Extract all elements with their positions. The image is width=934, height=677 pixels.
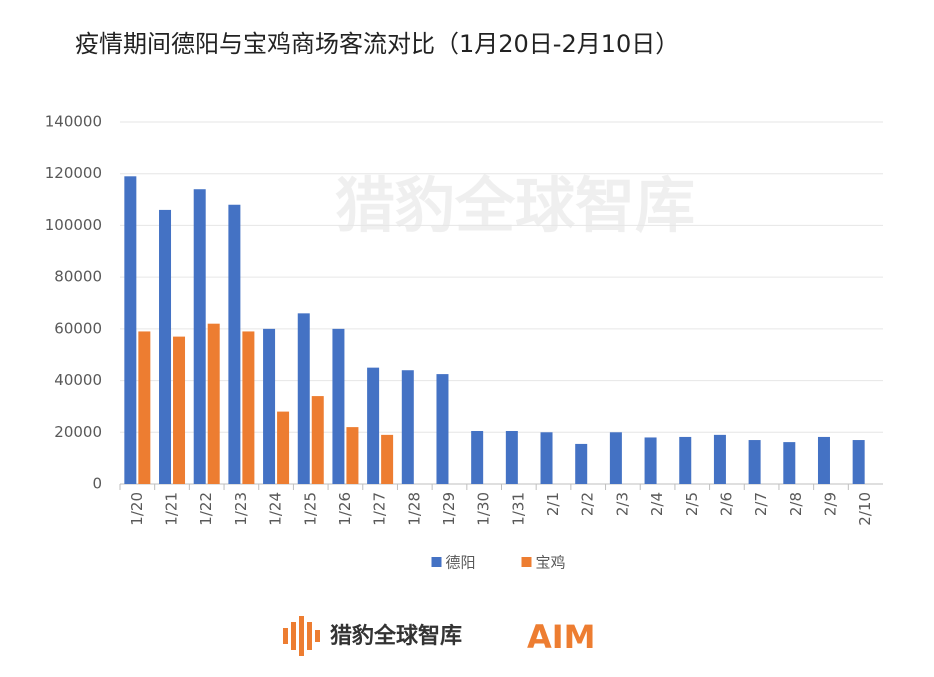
x-tick-label: 2/4 (648, 492, 666, 516)
y-tick-label: 140000 (45, 113, 102, 131)
bar (124, 176, 137, 485)
x-tick-label: 2/6 (717, 492, 735, 516)
x-tick-label: 2/2 (579, 492, 597, 516)
x-tick-label: 1/27 (371, 492, 389, 526)
bar (713, 434, 726, 484)
bar (852, 440, 865, 484)
bar (644, 437, 657, 484)
x-tick-label: 1/22 (197, 492, 215, 526)
footer-icon (283, 616, 320, 656)
bar (332, 328, 345, 484)
bar (540, 432, 553, 484)
bar (193, 189, 206, 484)
y-tick-label: 60000 (54, 319, 102, 337)
x-tick-label: 1/28 (405, 492, 423, 526)
y-tick-label: 80000 (54, 268, 102, 286)
y-tick-label: 100000 (45, 216, 102, 234)
x-tick-label: 2/7 (752, 492, 770, 516)
y-tick-label: 20000 (54, 423, 102, 441)
bar (346, 427, 359, 484)
bar (367, 367, 380, 484)
bar (277, 411, 290, 484)
bar (207, 323, 220, 484)
x-tick-label: 2/1 (544, 492, 562, 516)
bar (609, 432, 622, 484)
bar (311, 396, 324, 484)
legend-swatch (431, 557, 442, 567)
y-tick-label: 0 (92, 475, 102, 493)
x-tick-label: 1/25 (301, 492, 319, 526)
bar (381, 434, 394, 484)
x-tick-label: 1/20 (128, 492, 146, 526)
x-tick-label: 2/10 (856, 492, 874, 526)
bar (817, 436, 830, 484)
bar (679, 436, 692, 484)
x-tick-label: 1/29 (440, 492, 458, 526)
bar (505, 430, 518, 484)
bar (783, 442, 796, 484)
chart-title: 疫情期间德阳与宝鸡商场客流对比（1月20日-2月10日） (75, 30, 679, 58)
x-tick-label: 1/21 (163, 492, 181, 526)
bar (575, 443, 588, 484)
x-tick-label: 1/24 (267, 492, 285, 526)
y-tick-label: 120000 (45, 164, 102, 182)
x-tick-label: 1/23 (232, 492, 250, 526)
y-tick-label: 40000 (54, 371, 102, 389)
x-tick-label: 2/5 (683, 492, 701, 516)
bar (159, 209, 172, 484)
x-tick-label: 2/8 (787, 492, 805, 516)
x-tick-label: 2/9 (821, 492, 839, 516)
x-tick-label: 1/31 (509, 492, 527, 526)
bar (173, 336, 186, 484)
watermark: 猎豹全球智库 (335, 172, 695, 242)
bar (401, 370, 414, 484)
bar (748, 440, 761, 484)
x-tick-label: 1/26 (336, 492, 354, 526)
x-tick-label: 1/30 (475, 492, 493, 526)
bar (297, 313, 310, 484)
x-tick-label: 2/3 (613, 492, 631, 516)
legend-label: 宝鸡 (536, 554, 566, 572)
bar (228, 204, 241, 484)
bar (263, 328, 276, 484)
footer-logo: AIM (527, 618, 596, 656)
legend-swatch (521, 557, 532, 567)
bar (436, 374, 449, 484)
bar (138, 331, 151, 484)
bar (242, 331, 255, 484)
bar (471, 430, 484, 484)
footer-brand: 猎豹全球智库 (330, 623, 462, 649)
legend-label: 德阳 (446, 554, 476, 572)
